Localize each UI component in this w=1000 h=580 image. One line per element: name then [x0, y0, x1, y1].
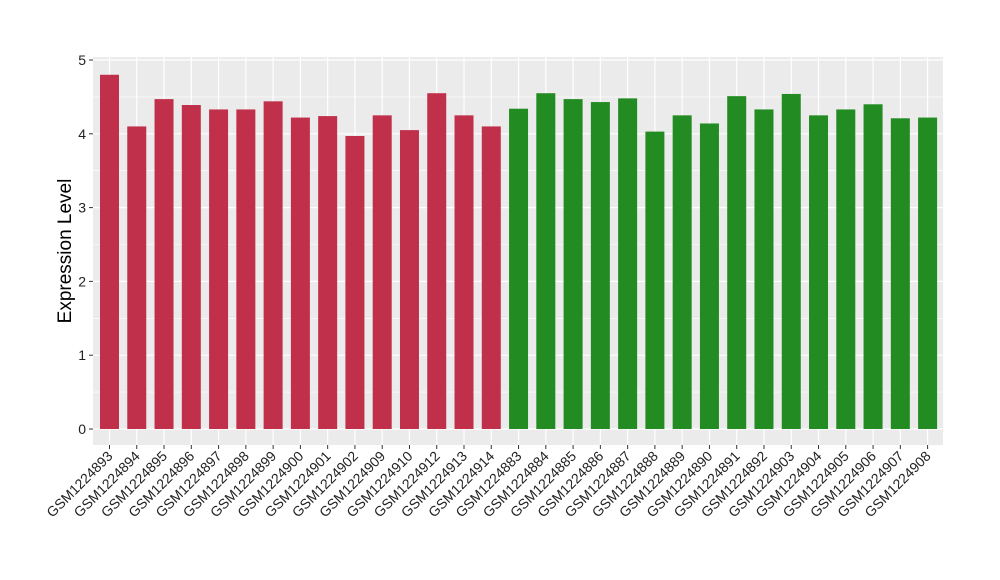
y-axis: 0 1 2 3 4 5	[78, 52, 93, 437]
bar-GSM1224913	[454, 115, 474, 429]
bar-GSM1224894	[127, 126, 147, 430]
bar-GSM1224907	[890, 118, 910, 429]
y-tick-label: 5	[78, 52, 86, 68]
bar-GSM1224903	[781, 93, 801, 429]
bar-GSM1224896	[181, 105, 201, 429]
bar-GSM1224902	[345, 136, 365, 429]
bar-GSM1224888	[645, 131, 665, 429]
y-tick-label: 0	[78, 421, 86, 437]
bar-GSM1224910	[399, 130, 419, 430]
x-axis: GSM1224893GSM1224894GSM1224895GSM1224896…	[43, 445, 934, 520]
bar-GSM1224909	[372, 115, 392, 429]
bar-GSM1224890	[699, 123, 719, 429]
bar-GSM1224893	[100, 74, 119, 429]
bar-GSM1224904	[809, 115, 829, 429]
y-tick-label: 1	[78, 347, 86, 363]
bar-GSM1224899	[263, 101, 283, 429]
y-tick-label: 4	[78, 126, 86, 142]
bar-GSM1224885	[563, 99, 583, 429]
bar-GSM1224900	[290, 117, 310, 430]
bar-GSM1224884	[536, 93, 556, 430]
bars	[100, 74, 938, 430]
bar-GSM1224891	[727, 96, 747, 430]
bar-GSM1224898	[236, 109, 256, 430]
bar-GSM1224895	[154, 99, 174, 429]
bar-GSM1224912	[427, 93, 447, 430]
bar-GSM1224886	[590, 102, 610, 429]
bar-GSM1224905	[836, 109, 856, 430]
bar-GSM1224901	[318, 116, 338, 429]
bar-GSM1224883	[509, 108, 529, 429]
y-tick-label: 2	[78, 273, 86, 289]
bar-GSM1224892	[754, 109, 774, 430]
y-tick-label: 3	[78, 200, 86, 216]
bar-GSM1224908	[918, 117, 938, 430]
bar-GSM1224887	[618, 98, 638, 429]
bar-GSM1224914	[481, 126, 501, 430]
bar-GSM1224906	[863, 104, 883, 429]
bar-GSM1224889	[672, 115, 692, 429]
bar-GSM1224897	[209, 109, 229, 430]
y-axis-title: Expression Level	[55, 179, 76, 324]
